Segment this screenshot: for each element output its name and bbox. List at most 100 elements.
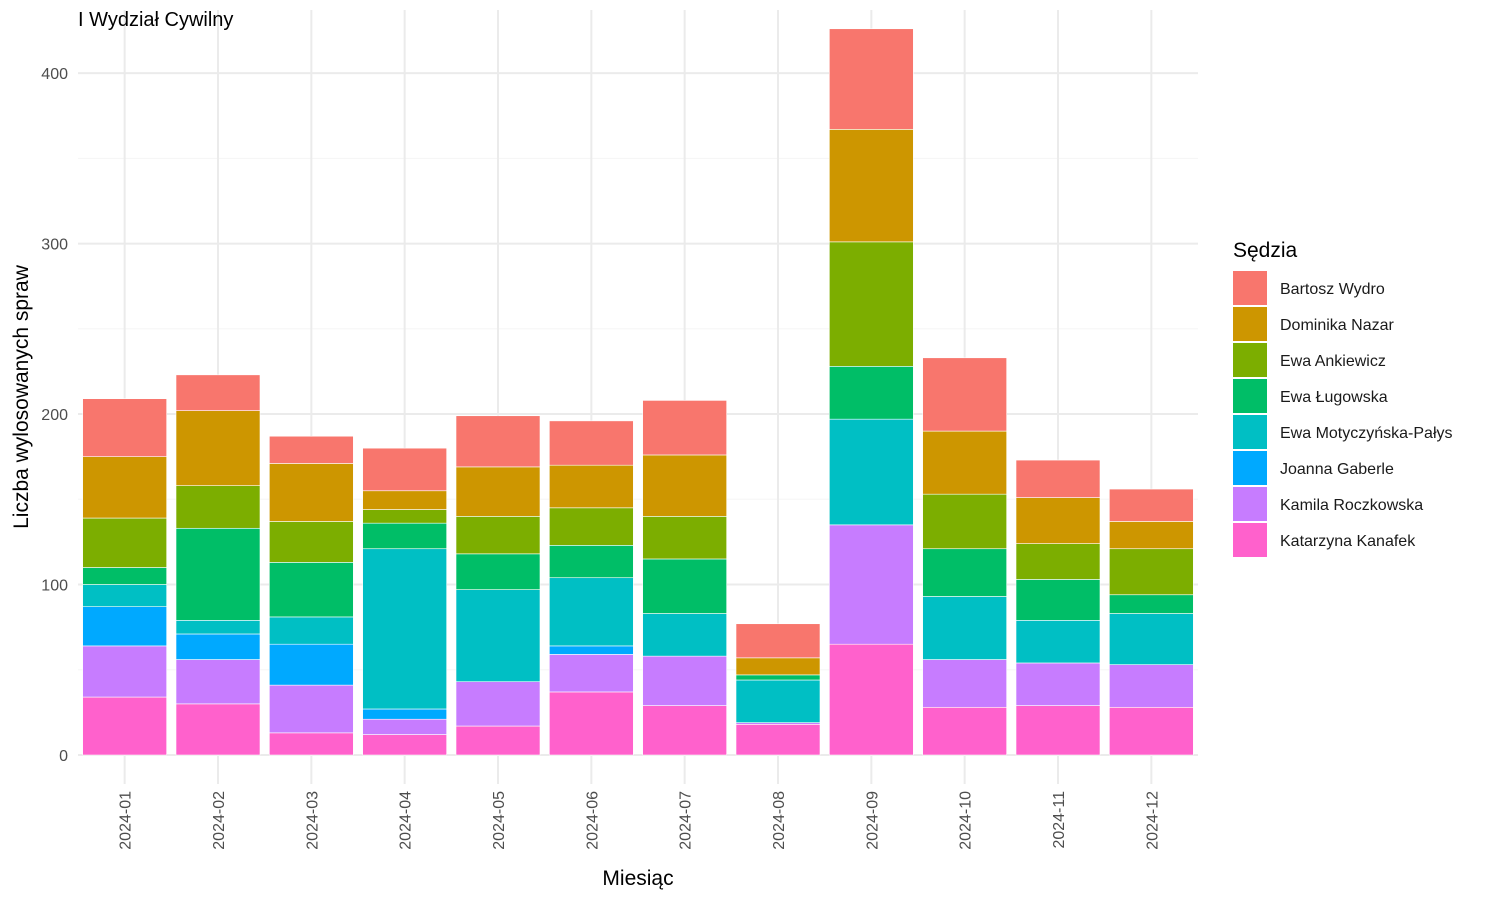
bar-segment-ewa-lugowska-2024-11 (1015, 579, 1101, 621)
x-tick-label: 2024-09 (864, 791, 881, 850)
bar-segment-bartosz-wydro-2024-06 (549, 420, 634, 466)
bar-segment-kamila-roczkowska-2024-05 (455, 681, 541, 727)
x-axis-ticks: 2024-01 2024-02 2024-03 2024-04 2024-05 2024-… (118, 791, 1162, 850)
chart-title: I Wydział Cywilny (78, 9, 233, 31)
x-tick-label: 2024-04 (398, 791, 415, 850)
bar-segment-dominika-nazar-2024-05 (455, 466, 541, 517)
bar-segment-katarzyna-kanafek-2024-10 (922, 706, 1007, 756)
bar-segment-ewa-motyczynska-palys-2024-01 (82, 584, 167, 607)
bar-segment-ewa-ankiewicz-2024-12 (1109, 548, 1194, 596)
bar-segment-kamila-roczkowska-2024-04 (362, 718, 447, 735)
bar-segment-bartosz-wydro-2024-01 (82, 398, 167, 457)
bar-segment-ewa-motyczynska-palys-2024-02 (175, 620, 261, 635)
bar-segment-bartosz-wydro-2024-09 (829, 28, 914, 130)
bar-segment-katarzyna-kanafek-2024-04 (362, 734, 447, 756)
legend: Sędzia Bartosz Wydro Dominika Nazar Ewa An… (1233, 239, 1453, 557)
bar-segment-bartosz-wydro-2024-02 (175, 374, 261, 411)
legend-label-kamila-roczkowska: Kamila Roczkowska (1280, 497, 1423, 514)
bar-segment-ewa-motyczynska-palys-2024-11 (1015, 620, 1101, 664)
y-tick-label: 400 (41, 66, 68, 83)
legend-swatch-kamila-roczkowska (1233, 487, 1267, 521)
bar-segment-ewa-ankiewicz-2024-01 (82, 517, 167, 568)
y-tick-label: 300 (41, 237, 68, 254)
bar-segment-ewa-lugowska-2024-10 (922, 548, 1007, 597)
bar-segment-katarzyna-kanafek-2024-01 (82, 696, 167, 756)
x-tick-label: 2024-07 (678, 791, 695, 850)
bar-segment-katarzyna-kanafek-2024-12 (1109, 706, 1194, 756)
y-axis-title: Liczba wylosowanych spraw (10, 264, 33, 529)
bar-segment-kamila-roczkowska-2024-12 (1109, 664, 1194, 708)
x-axis-title: Miesiąc (602, 867, 673, 890)
bar-segment-ewa-ankiewicz-2024-11 (1015, 543, 1101, 580)
bar-segment-ewa-motyczynska-palys-2024-05 (455, 589, 541, 683)
bar-segment-bartosz-wydro-2024-08 (735, 623, 821, 659)
bar-segment-katarzyna-kanafek-2024-07 (642, 705, 727, 756)
bar-segment-dominika-nazar-2024-07 (642, 454, 727, 517)
bar-segment-ewa-motyczynska-palys-2024-03 (269, 616, 354, 645)
x-tick-label: 2024-01 (118, 791, 135, 850)
y-tick-label: 0 (59, 748, 68, 765)
bar-segment-ewa-lugowska-2024-01 (82, 567, 167, 585)
bar-segment-bartosz-wydro-2024-04 (362, 447, 447, 492)
bar-segment-bartosz-wydro-2024-10 (922, 357, 1007, 432)
bar-segment-ewa-lugowska-2024-08 (735, 674, 821, 681)
bar-segment-ewa-ankiewicz-2024-09 (829, 241, 914, 367)
legend-title: Sędzia (1233, 239, 1298, 262)
bar-segment-dominika-nazar-2024-09 (829, 129, 914, 243)
bar-segment-dominika-nazar-2024-08 (735, 657, 821, 676)
bar-segment-katarzyna-kanafek-2024-09 (829, 643, 914, 756)
legend-swatch-bartosz-wydro (1233, 271, 1267, 305)
legend-label-ewa-lugowska: Ewa Ługowska (1280, 389, 1388, 406)
bar-segment-ewa-ankiewicz-2024-10 (922, 493, 1007, 550)
y-axis-ticks: 0 100 200 300 400 (41, 66, 68, 765)
bar-segment-ewa-lugowska-2024-03 (269, 562, 354, 618)
legend-label-ewa-motyczynska-palys: Ewa Motyczyńska-Pałys (1280, 425, 1453, 442)
bar-segment-kamila-roczkowska-2024-09 (829, 524, 914, 645)
bar-segment-ewa-ankiewicz-2024-07 (642, 516, 727, 560)
bar-segment-kamila-roczkowska-2024-03 (269, 684, 354, 734)
bar-segment-dominika-nazar-2024-01 (82, 456, 167, 519)
x-tick-label: 2024-05 (491, 791, 508, 850)
bar-segment-ewa-lugowska-2024-06 (549, 545, 634, 579)
bar-segment-ewa-ankiewicz-2024-02 (175, 485, 261, 529)
bar-segment-joanna-gaberle-2024-01 (82, 606, 167, 647)
bar-segment-kamila-roczkowska-2024-10 (922, 659, 1007, 708)
legend-swatch-joanna-gaberle (1233, 451, 1267, 485)
bar-segment-ewa-motyczynska-palys-2024-07 (642, 613, 727, 657)
bar-segment-ewa-motyczynska-palys-2024-04 (362, 548, 447, 710)
bar-segment-kamila-roczkowska-2024-01 (82, 645, 167, 698)
x-tick-label: 2024-10 (958, 791, 975, 850)
bar-segment-dominika-nazar-2024-04 (362, 490, 447, 510)
bar-segment-bartosz-wydro-2024-07 (642, 400, 727, 456)
legend-swatch-ewa-lugowska (1233, 379, 1267, 413)
bar-segment-joanna-gaberle-2024-04 (362, 708, 447, 720)
y-tick-label: 100 (41, 578, 68, 595)
bar-segment-bartosz-wydro-2024-12 (1109, 488, 1194, 522)
x-tick-label: 2024-02 (211, 791, 228, 850)
bars (82, 28, 1194, 756)
bar-segment-dominika-nazar-2024-02 (175, 410, 261, 486)
legend-swatch-ewa-ankiewicz (1233, 343, 1267, 377)
bar-segment-bartosz-wydro-2024-11 (1015, 459, 1101, 498)
bar-segment-ewa-ankiewicz-2024-04 (362, 509, 447, 524)
bar-segment-ewa-ankiewicz-2024-03 (269, 521, 354, 563)
bar-segment-joanna-gaberle-2024-03 (269, 643, 354, 686)
bar-segment-katarzyna-kanafek-2024-06 (549, 691, 634, 756)
x-tick-label: 2024-03 (304, 791, 321, 850)
x-tick-label: 2024-08 (771, 791, 788, 850)
bar-segment-ewa-lugowska-2024-04 (362, 522, 447, 550)
bar-segment-katarzyna-kanafek-2024-08 (735, 724, 821, 756)
bar-segment-joanna-gaberle-2024-06 (549, 645, 634, 655)
bar-segment-katarzyna-kanafek-2024-11 (1015, 705, 1101, 756)
bar-segment-kamila-roczkowska-2024-11 (1015, 662, 1101, 706)
bar-segment-bartosz-wydro-2024-03 (269, 435, 354, 464)
bar-segment-ewa-motyczynska-palys-2024-09 (829, 418, 914, 526)
bar-segment-dominika-nazar-2024-06 (549, 464, 634, 509)
bar-segment-ewa-ankiewicz-2024-06 (549, 507, 634, 546)
bar-segment-joanna-gaberle-2024-02 (175, 633, 261, 660)
bar-segment-katarzyna-kanafek-2024-05 (455, 725, 541, 756)
x-tick-label: 2024-12 (1144, 791, 1161, 850)
bar-segment-ewa-ankiewicz-2024-05 (455, 516, 541, 555)
legend-swatch-katarzyna-kanafek (1233, 523, 1267, 557)
